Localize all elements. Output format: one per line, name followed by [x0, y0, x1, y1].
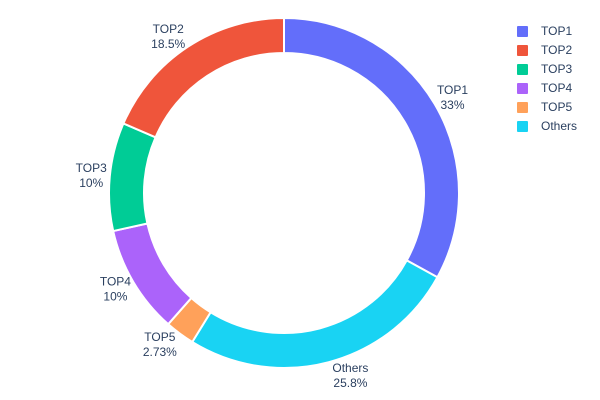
slice-label-others: Others 25.8%: [332, 361, 368, 390]
slice-label-top1: TOP1 33%: [437, 83, 468, 112]
legend-label: Others: [541, 119, 578, 133]
legend-swatch-top3: [517, 64, 528, 75]
legend-label: TOP3: [541, 62, 573, 76]
legend-swatch-others: [517, 121, 528, 132]
legend-item-top4[interactable]: TOP4: [517, 79, 577, 98]
legend-swatch-top1: [517, 26, 528, 37]
legend-item-top2[interactable]: TOP2: [517, 41, 577, 60]
legend-swatch-top4: [517, 83, 528, 94]
slice-label-top5: TOP5 2.73%: [143, 330, 177, 359]
pie-slice-top3[interactable]: [108, 122, 157, 233]
legend-item-top3[interactable]: TOP3: [517, 60, 577, 79]
slice-label-top2: TOP2 18.5%: [151, 22, 185, 51]
legend-item-others[interactable]: Others: [517, 117, 577, 136]
slice-label-top4: TOP4 10%: [100, 275, 131, 304]
legend-swatch-top5: [517, 102, 528, 113]
legend-item-top1[interactable]: TOP1: [517, 22, 577, 41]
legend-label: TOP1: [541, 24, 573, 38]
legend-label: TOP5: [541, 100, 573, 114]
legend-swatch-top2: [517, 45, 528, 56]
pie-slice-top2[interactable]: [122, 17, 285, 139]
slice-label-top3: TOP3 10%: [76, 161, 107, 190]
legend-label: TOP4: [541, 81, 573, 95]
legend-label: TOP2: [541, 43, 573, 57]
legend: TOP1 TOP2 TOP3 TOP4 TOP5 Others: [517, 22, 577, 136]
pie-slice-top1[interactable]: [283, 17, 460, 279]
legend-item-top5[interactable]: TOP5: [517, 98, 577, 117]
pie-slice-others[interactable]: [191, 259, 439, 369]
